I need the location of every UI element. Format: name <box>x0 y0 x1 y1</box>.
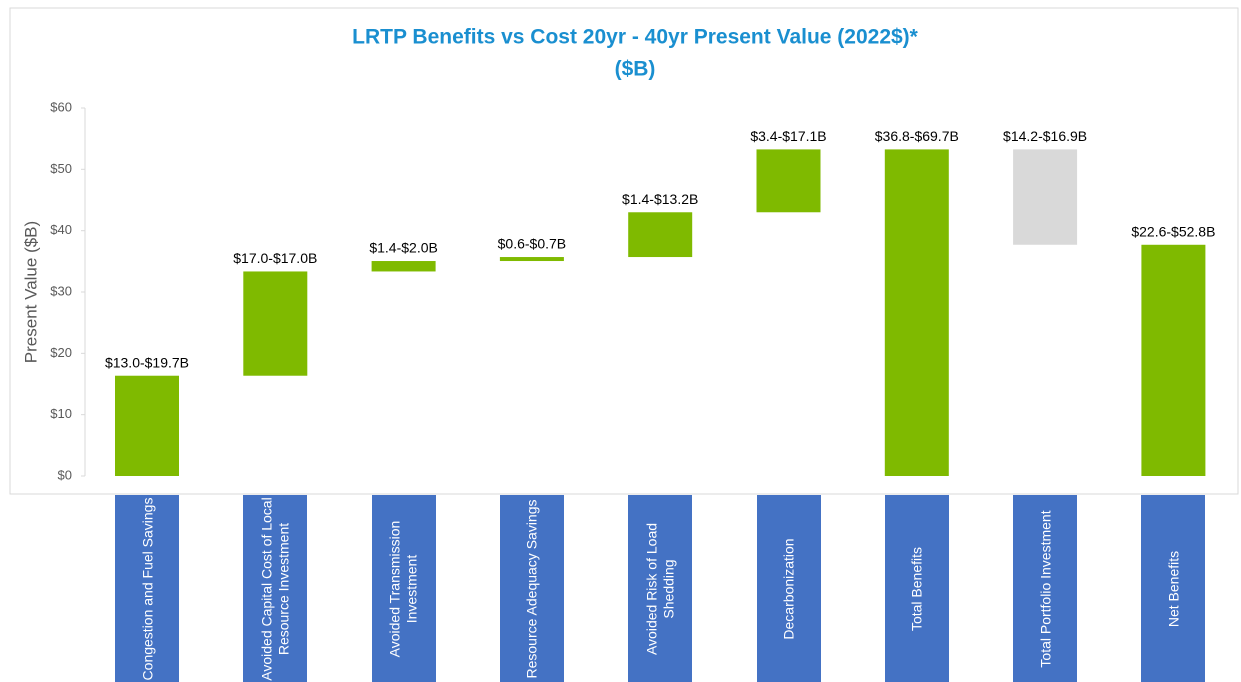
bar-label: $13.0-$19.7B <box>105 354 189 370</box>
x-tick-label: Avoided Risk of Load Shedding <box>643 522 677 655</box>
category-box: Decarbonization <box>756 495 821 682</box>
x-tick-label: Total Benefits <box>908 546 925 631</box>
x-tick-label: Congestion and Fuel Savings <box>138 497 155 680</box>
chart-title: LRTP Benefits vs Cost 20yr - 40yr Presen… <box>352 26 919 49</box>
bar-label: $3.4-$17.1B <box>750 128 826 144</box>
category-box: Avoided Risk of Load Shedding <box>628 495 693 682</box>
y-axis-label: Present Value ($B) <box>21 221 40 363</box>
x-tick-label: Avoided Capital Cost of Local Resource I… <box>258 496 292 681</box>
y-tick-label: $30 <box>50 283 72 298</box>
x-tick-label: Total Portfolio Investment <box>1036 509 1053 668</box>
category-box: Congestion and Fuel Savings <box>115 495 179 682</box>
y-tick-label: $40 <box>50 222 72 237</box>
bar-label: $0.6-$0.7B <box>498 236 567 252</box>
bar <box>756 149 821 213</box>
category-box: Total Benefits <box>884 495 949 682</box>
bar-label: $36.8-$69.7B <box>875 128 959 144</box>
x-tick-label: Decarbonization <box>780 537 796 640</box>
bar-label: $1.4-$13.2B <box>622 191 698 207</box>
y-tick-label: $10 <box>50 406 72 421</box>
bar-label: $1.4-$2.0B <box>369 240 438 256</box>
bar <box>884 149 949 476</box>
category-box: Avoided Capital Cost of Local Resource I… <box>243 495 308 682</box>
bar <box>499 257 564 262</box>
y-tick-label: $60 <box>50 99 72 114</box>
x-tick-label: Resource Adequacy Savings <box>523 499 540 678</box>
bar-label: $14.2-$16.9B <box>1003 128 1087 144</box>
x-tick-label: Net Benefits <box>1164 550 1181 627</box>
bar <box>1141 244 1206 476</box>
category-box: Total Portfolio Investment <box>1013 495 1078 682</box>
y-tick-label: $50 <box>50 161 72 176</box>
bar <box>628 212 693 258</box>
y-tick-label: $0 <box>58 467 72 482</box>
category-box: Avoided Transmission Investment <box>371 495 436 682</box>
bar <box>243 271 308 376</box>
bar <box>115 375 179 476</box>
chart-border <box>9 7 1239 495</box>
y-tick-label: $20 <box>50 345 72 360</box>
category-box: Resource Adequacy Savings <box>499 495 564 682</box>
bar <box>371 261 436 272</box>
category-box: Net Benefits <box>1141 495 1206 682</box>
chart-title: ($B) <box>615 58 656 81</box>
bar <box>1013 149 1078 245</box>
bar-label: $22.6-$52.8B <box>1131 223 1215 239</box>
bar-label: $17.0-$17.0B <box>233 250 317 266</box>
x-tick-label: Avoided Transmission Investment <box>386 520 420 657</box>
